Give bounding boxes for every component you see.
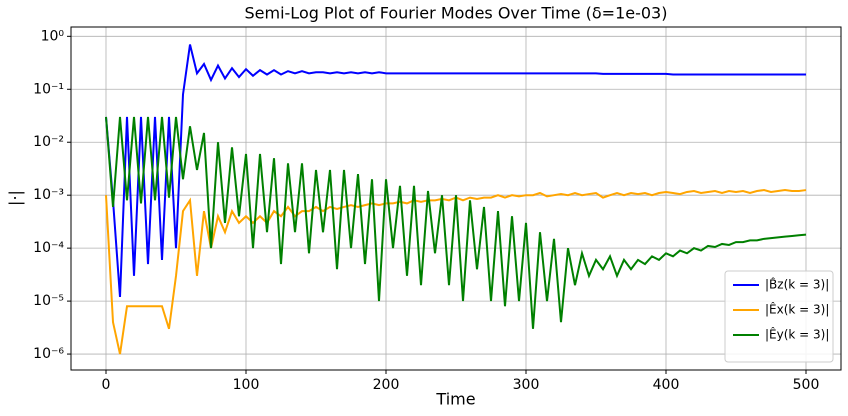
- series-line: [105, 44, 806, 297]
- y-tick-label: 10⁻³: [33, 187, 64, 203]
- x-axis-label: Time: [435, 390, 475, 409]
- y-tick-label: 10⁻⁵: [33, 293, 64, 309]
- x-tick-label: 100: [233, 377, 260, 393]
- x-tick-label: 200: [373, 377, 400, 393]
- y-tick-label: 10⁻⁴: [33, 240, 64, 256]
- legend-box: [724, 270, 834, 363]
- legend-label: |Êy(k = 3)|: [765, 327, 829, 342]
- series-line: [105, 189, 807, 355]
- chart-title: Semi-Log Plot of Fourier Modes Over Time…: [245, 4, 668, 23]
- legend-label: |Êx(k = 3)|: [765, 302, 829, 317]
- legend-label: |B̂z(k = 3)|: [765, 277, 829, 291]
- x-tick-label: 0: [102, 377, 111, 393]
- y-axis-label: |·|: [6, 190, 25, 206]
- x-tick-label: 500: [793, 377, 820, 393]
- x-tick-label: 300: [513, 377, 540, 393]
- y-tick-label: 10⁻¹: [33, 81, 64, 97]
- y-tick-label: 10⁻⁶: [33, 346, 64, 362]
- y-tick-label: 10⁰: [41, 28, 65, 44]
- plot-frame: [70, 26, 842, 371]
- x-tick-label: 400: [653, 377, 680, 393]
- series-line: [105, 116, 807, 329]
- y-tick-label: 10⁻²: [33, 134, 64, 150]
